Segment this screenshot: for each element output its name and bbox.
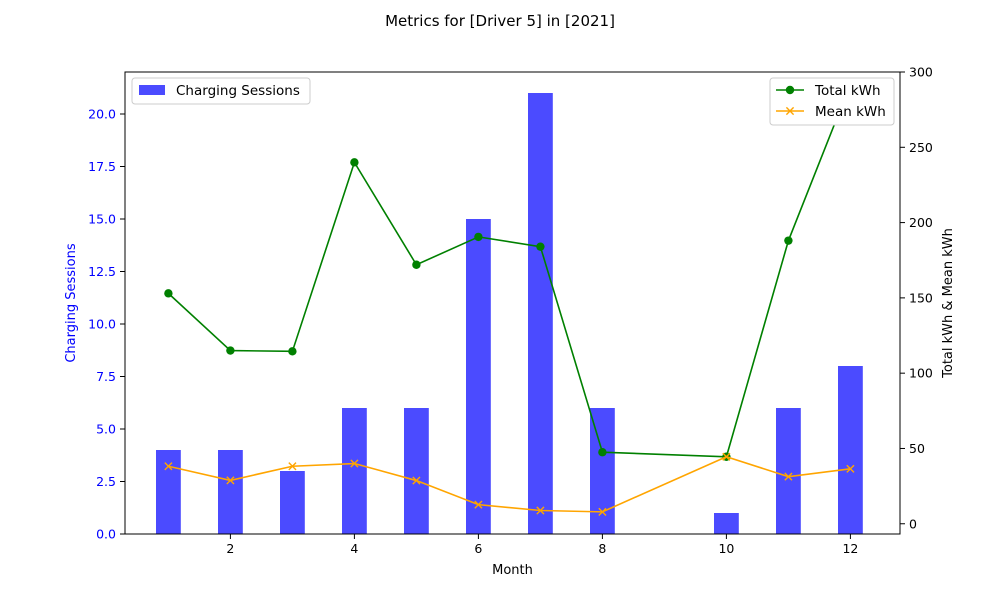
y-left-tick-label-2: 5.0	[96, 422, 116, 437]
point-total-kwh-5	[412, 260, 421, 269]
point-mean-kwh-6	[474, 500, 483, 509]
x-tick-label-8: 8	[598, 541, 606, 556]
legend-left-box	[131, 77, 311, 105]
y-right-tick-label-150: 150	[909, 290, 933, 305]
plot-frame	[124, 71, 901, 535]
y-left-tick-label-7: 17.5	[88, 159, 116, 174]
bar-month-11	[776, 408, 801, 534]
legend-label-mean-kwh: Mean kWh	[815, 104, 886, 120]
legend-label-total-kwh: Total kWh	[814, 83, 881, 99]
y-left-tick-label-1: 2.5	[96, 474, 116, 489]
bar-month-3	[280, 471, 305, 534]
y-left-tick-label-3: 7.5	[96, 369, 116, 384]
chart-title: Metrics for [Driver 5] in [2021]	[385, 12, 615, 30]
bar-month-8	[590, 408, 615, 534]
point-total-kwh-11	[784, 236, 793, 245]
legend-marker-mean-kwh	[785, 106, 795, 116]
x-tick-label-6: 6	[474, 541, 482, 556]
y-left-tick-label-8: 20.0	[88, 107, 116, 122]
bar-month-6	[466, 219, 491, 534]
y-right-tick-label-50: 50	[909, 441, 925, 456]
bar-month-7	[528, 93, 553, 534]
y-left-tick-label-4: 10.0	[88, 317, 116, 332]
point-mean-kwh-2	[226, 476, 235, 485]
point-mean-kwh-1	[164, 462, 173, 471]
point-mean-kwh-5	[412, 476, 421, 485]
legend-marker-total-kwh	[785, 85, 795, 95]
point-mean-kwh-3	[288, 462, 297, 471]
x-tick-label-10: 10	[718, 541, 734, 556]
bar-month-10	[714, 513, 739, 534]
point-total-kwh-3	[288, 347, 297, 356]
x-axis-title: Month	[492, 563, 533, 578]
bar-month-1	[156, 450, 181, 534]
x-tick-label-4: 4	[350, 541, 358, 556]
line-mean-kwh	[168, 455, 851, 513]
y-right-tick-label-200: 200	[909, 215, 933, 230]
point-total-kwh-4	[350, 158, 359, 167]
point-total-kwh-7	[536, 242, 545, 251]
bar-month-2	[218, 450, 243, 534]
y-right-tick-label-0: 0	[909, 516, 917, 531]
point-mean-kwh-8	[598, 507, 607, 516]
x-tick-label-2: 2	[226, 541, 234, 556]
y-right-tick-label-100: 100	[909, 366, 933, 381]
x-tick-label-12: 12	[842, 541, 858, 556]
y-left-tick-label-0: 0.0	[96, 527, 116, 542]
point-total-kwh-6	[474, 232, 483, 242]
y-right-tick-label-300: 300	[909, 65, 933, 80]
point-mean-kwh-11	[784, 472, 793, 481]
y-right-axis-title: Total kWh & Mean kWh	[941, 228, 956, 379]
legend-label-charging-sessions: Charging Sessions	[176, 83, 300, 99]
point-mean-kwh-12	[846, 464, 855, 473]
y-right-tick-label-250: 250	[909, 140, 933, 155]
line-total-kwh	[167, 83, 852, 458]
bar-month-5	[404, 408, 429, 534]
point-total-kwh-1	[164, 289, 173, 298]
point-mean-kwh-10	[722, 452, 731, 461]
y-left-tick-label-5: 12.5	[88, 264, 116, 279]
y-left-axis-title: Charging Sessions	[64, 243, 79, 362]
legend-swatch-charging-sessions	[139, 85, 165, 95]
y-left-tick-label-6: 15.0	[88, 212, 116, 227]
point-total-kwh-2	[226, 346, 235, 355]
point-mean-kwh-7	[536, 506, 545, 515]
bar-month-12	[838, 366, 863, 534]
point-total-kwh-8	[598, 448, 607, 457]
bar-month-4	[342, 408, 367, 534]
point-mean-kwh-4	[350, 459, 359, 468]
